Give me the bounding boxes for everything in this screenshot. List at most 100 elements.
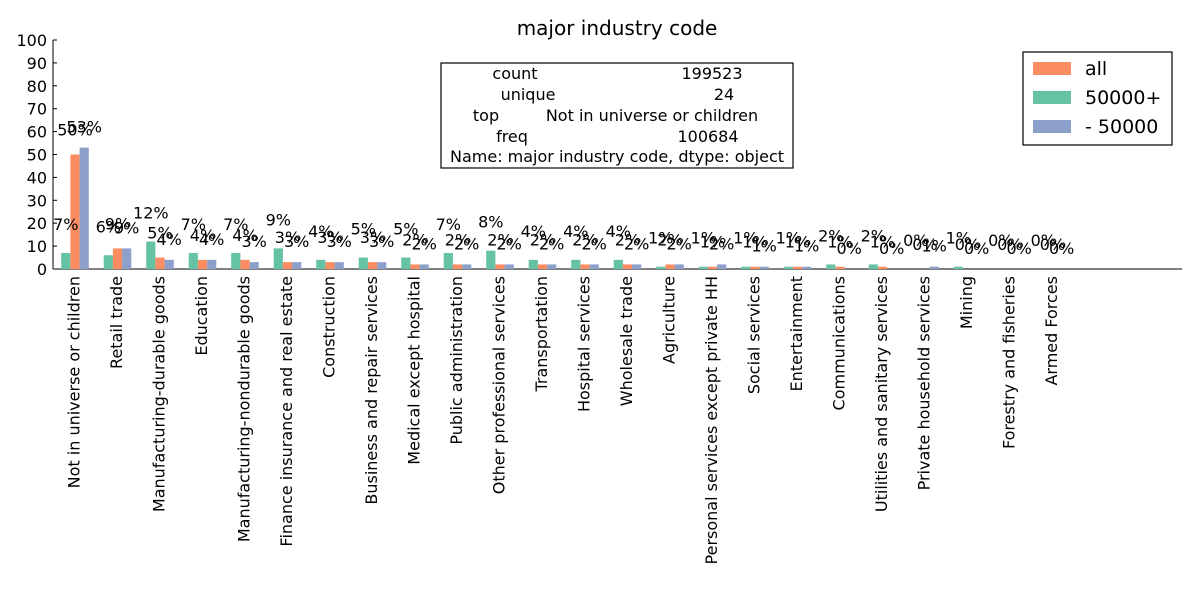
data-label: 3% — [284, 232, 309, 251]
bar — [452, 264, 463, 269]
bar — [537, 264, 548, 269]
bar — [164, 259, 174, 269]
legend-label: all — [1085, 58, 1107, 80]
x-tick-label: Utilities and sanitary services — [872, 276, 891, 512]
data-label: 4% — [521, 222, 546, 241]
data-label: 7% — [181, 215, 206, 234]
bar — [802, 266, 812, 269]
data-label: 2% — [615, 230, 640, 249]
x-tick-label: Mining — [957, 276, 976, 329]
data-label: 1% — [733, 229, 758, 248]
stat-top-label: top — [473, 106, 499, 125]
bar — [122, 248, 132, 269]
data-label: 2% — [497, 234, 522, 253]
summary-stats-box: count 199523 unique 24 top Not in univer… — [440, 62, 794, 169]
data-label: 4% — [232, 226, 257, 245]
y-tick-label: 90 — [27, 54, 47, 73]
data-label: 2% — [572, 230, 597, 249]
stat-top-value: Not in universe or children — [546, 106, 758, 125]
bar — [826, 264, 836, 269]
bar — [197, 259, 208, 269]
legend: all 50000+ - 50000 — [1022, 51, 1173, 146]
data-label: 2% — [539, 234, 564, 253]
bar — [495, 264, 505, 269]
data-label: 2% — [657, 230, 682, 249]
data-label: 1% — [691, 229, 716, 248]
bar — [112, 248, 123, 269]
x-tick-label: Manufacturing-nondurable goods — [235, 276, 254, 542]
bar — [401, 257, 411, 269]
data-label: 5% — [393, 220, 418, 239]
y-tick-label: 70 — [27, 100, 47, 119]
bar — [103, 255, 113, 269]
bars — [61, 147, 963, 269]
bar — [504, 264, 514, 269]
data-label: 3% — [275, 228, 300, 247]
data-label: 3% — [327, 232, 352, 251]
x-tick-label: Armed Forces — [1042, 276, 1061, 386]
data-label: 2% — [861, 226, 886, 245]
data-label: 2% — [412, 234, 437, 253]
y-tick-label: 20 — [27, 214, 47, 233]
legend-swatch — [1033, 62, 1071, 75]
bar — [188, 252, 198, 269]
data-label: 0% — [1007, 239, 1032, 258]
bar — [155, 257, 165, 269]
data-label: 4% — [563, 222, 588, 241]
x-tick-label: Business and repair services — [362, 276, 381, 505]
x-tick-label: Medical except hospital — [405, 276, 424, 465]
bar — [717, 264, 727, 269]
summary-stats-frame — [440, 62, 794, 169]
bar — [334, 262, 344, 269]
y-tick-label: 30 — [27, 191, 47, 210]
bar — [792, 266, 803, 269]
bar — [358, 257, 368, 269]
data-label: 53% — [66, 118, 102, 137]
x-tick-label: Not in universe or children — [65, 276, 84, 488]
bar — [656, 266, 666, 269]
bar — [929, 266, 939, 269]
x-tick-label: Retail trade — [107, 276, 126, 369]
data-label: 1% — [827, 233, 852, 252]
bar — [273, 248, 283, 269]
y-tick-label: 10 — [27, 237, 47, 256]
data-label: 8% — [478, 213, 503, 232]
data-label: 1% — [785, 233, 810, 252]
bar — [70, 154, 80, 269]
bar-labels: 7%50%53%6%9%9%12%5%4%7%4%4%7%4%3%9%3%3%4… — [53, 118, 1074, 258]
bar — [783, 266, 793, 269]
data-label: 2% — [709, 234, 734, 253]
data-label: 4% — [308, 222, 333, 241]
data-label: 2% — [487, 230, 512, 249]
data-label: 1% — [870, 233, 895, 252]
y-axis-ticks: 0 10 20 30 40 50 60 70 80 90 100 — [16, 31, 57, 279]
bar — [674, 264, 684, 269]
data-label: 2% — [818, 226, 843, 245]
bar — [580, 264, 590, 269]
bar — [325, 262, 335, 269]
y-tick-label: 50 — [27, 146, 47, 165]
x-tick-label: Hospital services — [575, 276, 594, 412]
bar — [750, 266, 760, 269]
x-tick-label: Public administration — [447, 276, 466, 445]
bar — [231, 252, 241, 269]
x-tick-label: Other professional services — [490, 276, 509, 494]
stat-count-label: count — [492, 64, 537, 83]
data-label: 4% — [606, 222, 631, 241]
data-label: 9% — [114, 218, 139, 237]
data-label: 5% — [147, 224, 172, 243]
data-label: 3% — [317, 228, 342, 247]
bar — [528, 259, 538, 269]
data-label: 4% — [190, 226, 215, 245]
data-label: 0% — [1040, 235, 1065, 254]
data-label: 5% — [351, 220, 376, 239]
data-label: 0% — [879, 239, 904, 258]
data-label: 2% — [530, 230, 555, 249]
data-label: 0% — [988, 231, 1013, 250]
data-label: 1% — [776, 229, 801, 248]
data-label: 1% — [648, 229, 673, 248]
data-label: 2% — [454, 234, 479, 253]
data-label: 1% — [922, 237, 947, 256]
data-label: 0% — [1031, 231, 1056, 250]
legend-swatch — [1033, 120, 1071, 133]
